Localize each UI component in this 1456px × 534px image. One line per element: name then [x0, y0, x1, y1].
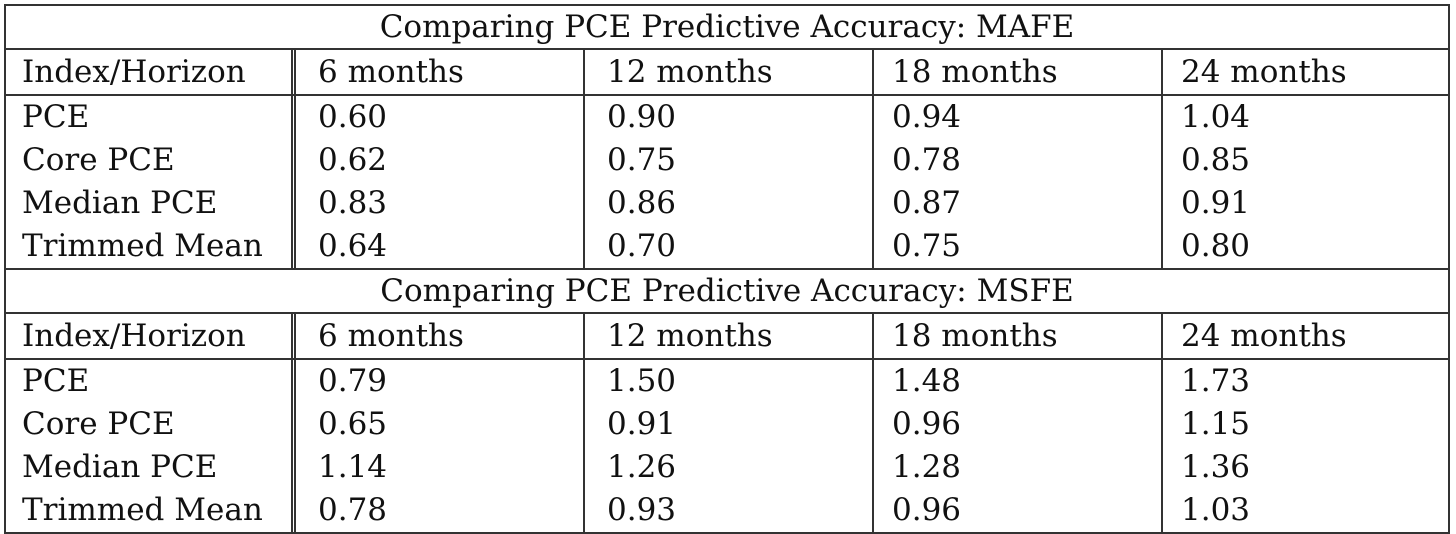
value-cell: 0.75 — [585, 139, 874, 182]
row-label: PCE — [6, 96, 296, 139]
row-label: Core PCE — [6, 139, 296, 182]
mafe-title: Comparing PCE Predictive Accuracy: MAFE — [6, 6, 1448, 50]
value-cell: 0.91 — [1181, 185, 1251, 221]
value-cell: 0.78 — [296, 489, 585, 532]
accuracy-table: Comparing PCE Predictive Accuracy: MAFE … — [4, 4, 1450, 534]
header-cell: Index/Horizon — [6, 50, 296, 94]
table-row: Trimmed Mean 0.78 0.93 0.96 1.03 — [6, 489, 1448, 532]
value-cell: 0.70 — [585, 225, 874, 268]
mafe-header-row: Index/Horizon 6 months 12 months 18 mont… — [6, 50, 1448, 96]
table-row: Core PCE 0.62 0.75 0.78 0.85 — [6, 139, 1448, 182]
value-cell: 1.48 — [874, 360, 1163, 403]
table-row: Median PCE 1.14 1.26 1.28 1.36 — [6, 446, 1448, 489]
table-row: Trimmed Mean 0.64 0.70 0.75 0.80 — [6, 225, 1448, 268]
row-label: Median PCE — [6, 182, 296, 225]
value-cell: 1.14 — [296, 446, 585, 489]
value-cell: 0.83 — [296, 182, 585, 225]
value-cell: 0.79 — [296, 360, 585, 403]
value-cell: 0.93 — [585, 489, 874, 532]
value-cell: 0.96 — [874, 489, 1163, 532]
row-label: Median PCE — [6, 446, 296, 489]
value-cell: 1.50 — [585, 360, 874, 403]
value-cell: 0.96 — [874, 403, 1163, 446]
msfe-section: Comparing PCE Predictive Accuracy: MSFE … — [6, 270, 1448, 532]
header-cell: 6 months — [296, 314, 585, 358]
value-cell: 1.04 — [1181, 99, 1251, 135]
mafe-section: Comparing PCE Predictive Accuracy: MAFE … — [6, 6, 1448, 270]
value-cell: 0.78 — [874, 139, 1163, 182]
value-cell: 0.75 — [874, 225, 1163, 268]
value-cell: 1.28 — [874, 446, 1163, 489]
header-cell: 24 months — [1181, 54, 1347, 90]
mafe-body: PCE 0.60 0.90 0.94 1.04 Core PCE 0.62 0.… — [6, 96, 1448, 270]
header-cell: Index/Horizon — [6, 314, 296, 358]
header-cell: 12 months — [585, 50, 874, 94]
value-cell: 0.94 — [874, 96, 1163, 139]
header-cell: 24 months — [1181, 318, 1347, 354]
msfe-body: PCE 0.79 1.50 1.48 1.73 Core PCE 0.65 0.… — [6, 360, 1448, 532]
table-row: Core PCE 0.65 0.91 0.96 1.15 — [6, 403, 1448, 446]
header-cell: 12 months — [585, 314, 874, 358]
value-cell: 0.87 — [874, 182, 1163, 225]
header-cell: 18 months — [874, 314, 1163, 358]
table-row: PCE 0.60 0.90 0.94 1.04 — [6, 96, 1448, 139]
row-label: PCE — [6, 360, 296, 403]
msfe-title: Comparing PCE Predictive Accuracy: MSFE — [6, 270, 1448, 314]
value-cell: 1.36 — [1181, 449, 1251, 485]
table-row: Median PCE 0.83 0.86 0.87 0.91 — [6, 182, 1448, 225]
row-label: Trimmed Mean — [6, 489, 296, 532]
table-row: PCE 0.79 1.50 1.48 1.73 — [6, 360, 1448, 403]
value-cell: 0.90 — [585, 96, 874, 139]
value-cell: 0.60 — [296, 96, 585, 139]
row-label: Trimmed Mean — [6, 225, 296, 268]
value-cell: 1.26 — [585, 446, 874, 489]
header-cell: 6 months — [296, 50, 585, 94]
value-cell: 1.73 — [1181, 363, 1251, 399]
value-cell: 0.64 — [296, 225, 585, 268]
value-cell: 0.80 — [1181, 228, 1251, 264]
value-cell: 0.65 — [296, 403, 585, 446]
value-cell: 0.86 — [585, 182, 874, 225]
row-label: Core PCE — [6, 403, 296, 446]
msfe-header-row: Index/Horizon 6 months 12 months 18 mont… — [6, 314, 1448, 360]
value-cell: 1.03 — [1181, 492, 1251, 528]
value-cell: 1.15 — [1181, 406, 1251, 442]
value-cell: 0.62 — [296, 139, 585, 182]
header-cell: 18 months — [874, 50, 1163, 94]
value-cell: 0.85 — [1181, 142, 1251, 178]
value-cell: 0.91 — [585, 403, 874, 446]
